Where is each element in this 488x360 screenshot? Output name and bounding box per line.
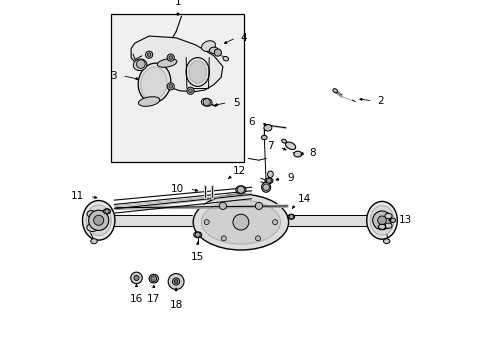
Text: 9: 9 xyxy=(286,173,293,183)
Text: 13: 13 xyxy=(399,215,412,225)
Circle shape xyxy=(151,276,156,282)
Circle shape xyxy=(94,215,103,225)
Ellipse shape xyxy=(383,239,389,243)
Circle shape xyxy=(104,209,109,213)
Ellipse shape xyxy=(149,274,158,283)
Ellipse shape xyxy=(389,218,395,222)
Ellipse shape xyxy=(235,186,245,194)
Polygon shape xyxy=(131,36,223,92)
Ellipse shape xyxy=(87,211,96,217)
Ellipse shape xyxy=(141,67,166,100)
Ellipse shape xyxy=(281,139,286,143)
Ellipse shape xyxy=(91,239,97,244)
Ellipse shape xyxy=(201,200,280,244)
Text: 11: 11 xyxy=(71,191,84,201)
Ellipse shape xyxy=(189,61,206,83)
Text: 17: 17 xyxy=(147,294,160,305)
Circle shape xyxy=(221,236,226,241)
Ellipse shape xyxy=(86,205,111,235)
Circle shape xyxy=(195,232,200,237)
Text: 18: 18 xyxy=(169,300,183,310)
Ellipse shape xyxy=(201,41,215,51)
Circle shape xyxy=(255,236,260,241)
Circle shape xyxy=(134,275,139,280)
Circle shape xyxy=(255,202,262,210)
Text: 3: 3 xyxy=(110,71,117,81)
Circle shape xyxy=(172,278,179,285)
Text: 12: 12 xyxy=(232,166,246,176)
Ellipse shape xyxy=(264,125,271,131)
Text: 7: 7 xyxy=(267,141,273,151)
Ellipse shape xyxy=(332,89,337,93)
Ellipse shape xyxy=(264,178,272,184)
Text: 14: 14 xyxy=(297,194,310,204)
Ellipse shape xyxy=(185,58,209,86)
Circle shape xyxy=(147,53,151,57)
Circle shape xyxy=(174,280,178,283)
Text: 2: 2 xyxy=(377,96,384,106)
Text: 15: 15 xyxy=(191,252,204,262)
Circle shape xyxy=(145,51,152,58)
Ellipse shape xyxy=(261,182,270,192)
Text: 8: 8 xyxy=(309,148,315,158)
Circle shape xyxy=(263,184,269,190)
Circle shape xyxy=(204,220,209,225)
Circle shape xyxy=(188,89,192,93)
Text: 10: 10 xyxy=(170,184,183,194)
Ellipse shape xyxy=(369,206,393,235)
Circle shape xyxy=(372,211,390,230)
Circle shape xyxy=(266,178,271,183)
Ellipse shape xyxy=(384,213,391,219)
Circle shape xyxy=(219,202,226,210)
Circle shape xyxy=(167,54,174,61)
Ellipse shape xyxy=(82,201,115,240)
Text: 16: 16 xyxy=(130,294,143,305)
Circle shape xyxy=(232,214,248,230)
Ellipse shape xyxy=(209,47,218,54)
Ellipse shape xyxy=(193,232,201,238)
Circle shape xyxy=(168,56,172,59)
Ellipse shape xyxy=(223,57,228,61)
Ellipse shape xyxy=(293,151,301,157)
Ellipse shape xyxy=(138,97,160,106)
Text: 5: 5 xyxy=(232,98,239,108)
Circle shape xyxy=(167,83,174,90)
Ellipse shape xyxy=(261,135,266,140)
Text: 6: 6 xyxy=(248,117,255,127)
Circle shape xyxy=(221,203,226,208)
Circle shape xyxy=(255,203,260,208)
Circle shape xyxy=(130,272,142,284)
Circle shape xyxy=(136,60,145,68)
Bar xyxy=(111,14,244,162)
Ellipse shape xyxy=(384,223,391,228)
Ellipse shape xyxy=(378,224,385,229)
Text: 4: 4 xyxy=(241,33,247,43)
Ellipse shape xyxy=(201,98,212,106)
Ellipse shape xyxy=(133,59,146,71)
Ellipse shape xyxy=(287,214,294,219)
Ellipse shape xyxy=(366,201,397,239)
Circle shape xyxy=(377,216,386,225)
Ellipse shape xyxy=(193,194,288,250)
Ellipse shape xyxy=(138,63,170,103)
Circle shape xyxy=(214,49,221,56)
Circle shape xyxy=(168,85,172,88)
Circle shape xyxy=(88,210,108,230)
Circle shape xyxy=(288,215,293,219)
Text: 1: 1 xyxy=(174,0,181,7)
Circle shape xyxy=(168,274,183,289)
Ellipse shape xyxy=(285,142,295,149)
Circle shape xyxy=(203,99,210,106)
Circle shape xyxy=(272,220,277,225)
Ellipse shape xyxy=(87,224,98,231)
Ellipse shape xyxy=(103,209,110,214)
Ellipse shape xyxy=(157,59,177,67)
Circle shape xyxy=(186,87,194,94)
Circle shape xyxy=(237,186,244,193)
Ellipse shape xyxy=(267,171,273,177)
